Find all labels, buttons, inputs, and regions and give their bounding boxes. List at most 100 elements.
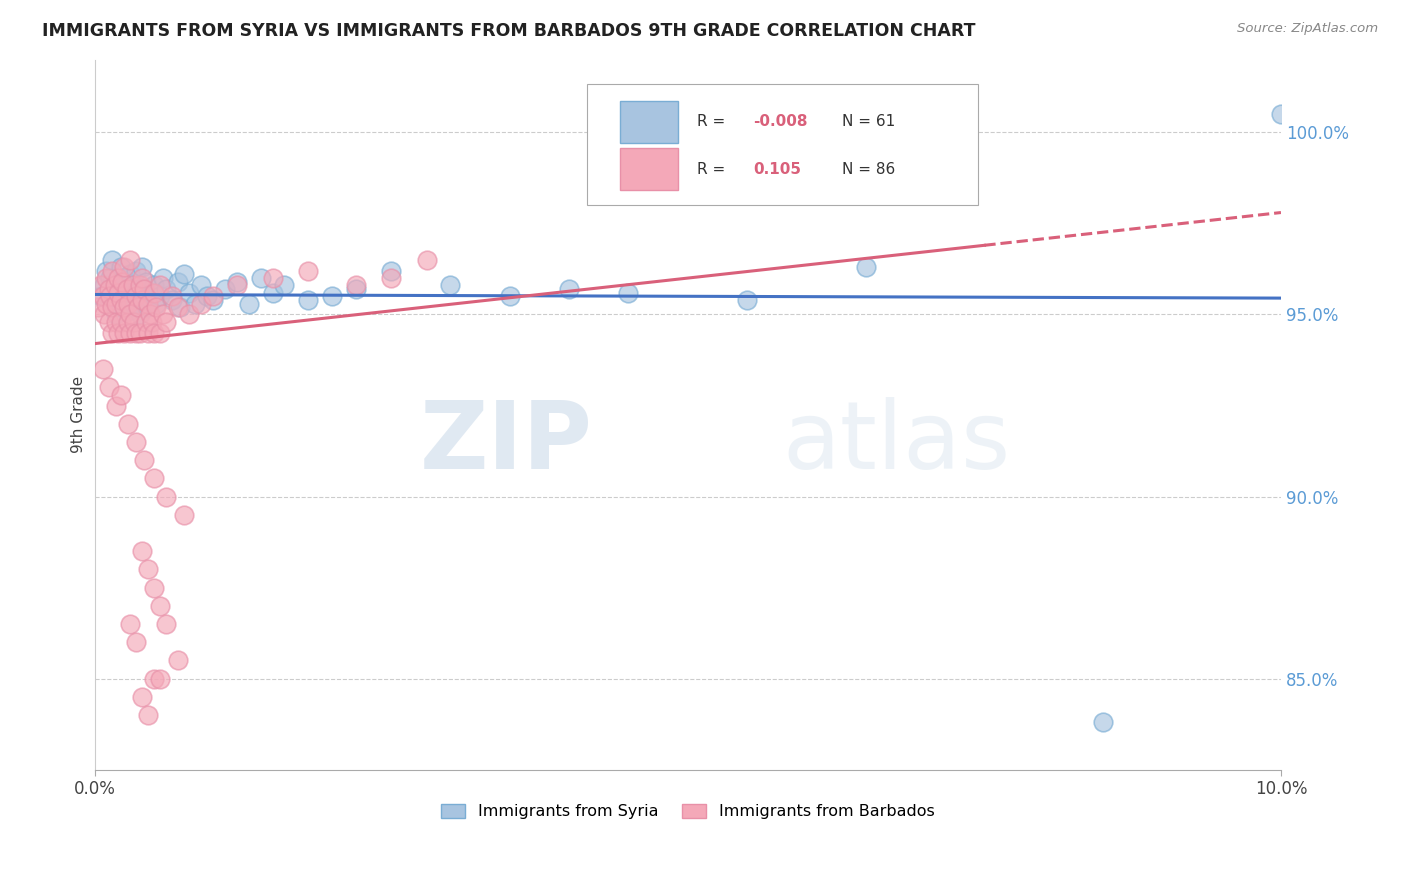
Point (91, 289, 114, 303)
Point (107, 271, 129, 285)
Point (617, 285, 640, 300)
Point (101, 326, 124, 340)
Point (101, 300, 124, 314)
Point (122, 315, 145, 329)
Point (107, 326, 129, 340)
Point (190, 278, 212, 293)
Point (155, 490, 177, 504)
Point (89, 289, 111, 303)
Point (117, 303, 139, 318)
Point (104, 278, 127, 293)
Point (115, 282, 138, 296)
Point (107, 278, 129, 293)
Point (104, 308, 127, 322)
Point (134, 453, 156, 467)
Point (238, 296, 260, 310)
Point (101, 264, 124, 278)
Point (112, 260, 135, 274)
Point (202, 293, 225, 307)
Point (273, 278, 295, 293)
Point (135, 315, 157, 329)
Point (112, 300, 135, 314)
Point (121, 278, 143, 293)
FancyBboxPatch shape (586, 85, 979, 205)
Point (110, 293, 132, 307)
Text: IMMIGRANTS FROM SYRIA VS IMMIGRANTS FROM BARBADOS 9TH GRADE CORRELATION CHART: IMMIGRANTS FROM SYRIA VS IMMIGRANTS FROM… (42, 22, 976, 40)
Point (166, 300, 188, 314)
Point (344, 282, 367, 296)
Point (120, 308, 142, 322)
Point (145, 300, 167, 314)
Point (262, 271, 284, 285)
Text: -0.008: -0.008 (754, 114, 807, 129)
Point (125, 635, 148, 649)
Point (190, 296, 212, 310)
Point (104, 315, 127, 329)
Text: R =: R = (697, 161, 735, 177)
Point (125, 285, 148, 300)
Point (121, 278, 143, 293)
Point (104, 399, 127, 413)
Point (134, 293, 156, 307)
Point (136, 562, 159, 576)
Point (202, 289, 225, 303)
Point (321, 289, 343, 303)
Point (155, 617, 177, 632)
Point (249, 271, 271, 285)
Point (136, 326, 159, 340)
Text: R =: R = (697, 114, 730, 129)
Text: ZIP: ZIP (420, 397, 593, 489)
Point (110, 315, 132, 329)
Point (1091, 715, 1114, 730)
Point (160, 293, 183, 307)
Point (297, 293, 319, 307)
FancyBboxPatch shape (620, 101, 678, 143)
Point (134, 282, 156, 296)
Point (110, 300, 132, 314)
Point (107, 285, 129, 300)
Point (112, 271, 135, 285)
Point (115, 282, 138, 296)
Point (344, 278, 367, 293)
Point (173, 268, 195, 282)
Point (117, 315, 139, 329)
Point (96, 296, 118, 310)
Text: N = 61: N = 61 (842, 114, 896, 129)
Point (128, 326, 150, 340)
Point (149, 326, 172, 340)
Point (142, 285, 165, 300)
Point (131, 260, 153, 274)
Point (195, 289, 218, 303)
Point (112, 326, 135, 340)
Point (87, 300, 110, 314)
Text: 0.105: 0.105 (754, 161, 801, 177)
Point (120, 252, 142, 267)
Point (297, 264, 319, 278)
Point (262, 285, 284, 300)
Point (97, 380, 120, 394)
Point (142, 326, 165, 340)
Point (117, 417, 139, 431)
Point (110, 260, 132, 274)
Point (98, 271, 121, 285)
Point (120, 268, 142, 282)
Point (97, 282, 120, 296)
Point (131, 282, 153, 296)
Point (1270, 107, 1292, 121)
Point (131, 690, 153, 704)
Point (141, 315, 163, 329)
Text: N = 86: N = 86 (842, 161, 896, 177)
Point (152, 308, 174, 322)
Point (96, 264, 118, 278)
Point (120, 326, 142, 340)
Point (93, 278, 115, 293)
Point (128, 308, 150, 322)
Point (136, 296, 159, 310)
Point (111, 275, 134, 289)
Point (104, 296, 127, 310)
Point (226, 278, 249, 293)
Point (128, 278, 150, 293)
Point (101, 252, 124, 267)
Point (136, 300, 159, 314)
Point (735, 293, 758, 307)
